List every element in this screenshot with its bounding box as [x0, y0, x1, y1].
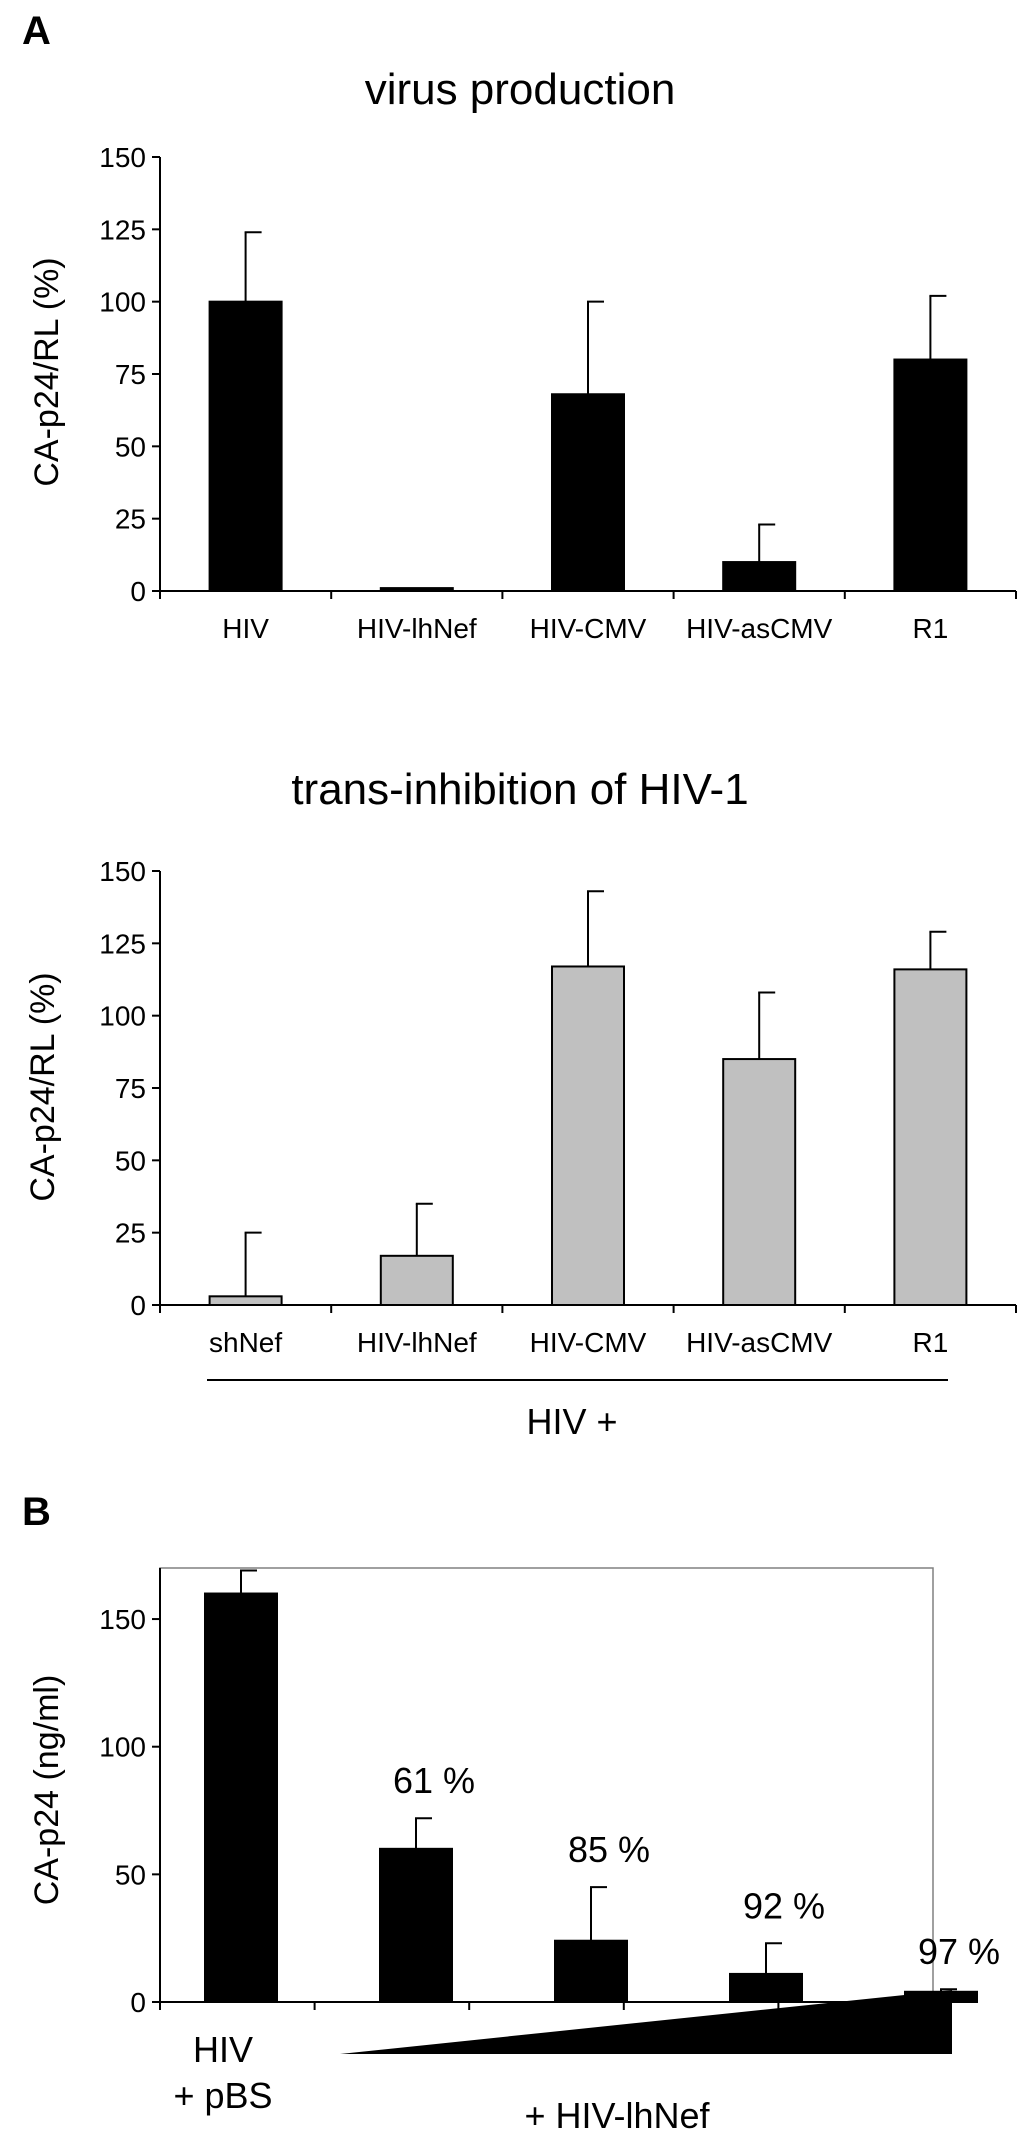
- chart3-annotation-4: 97 %: [918, 1931, 1000, 1972]
- chart1-y-tick-label-1: 25: [115, 504, 146, 535]
- chart1-y-tick-label-5: 125: [99, 214, 146, 245]
- chart3-titration-wedge: [340, 1990, 952, 2054]
- chart1-bar-2: [551, 393, 625, 592]
- chart1-bar-3: [722, 561, 797, 592]
- chart1-category-label-0: HIV: [222, 613, 269, 644]
- chart3-bar-4: [904, 1990, 978, 2003]
- chart2-category-label-3: HIV-asCMV: [686, 1327, 833, 1358]
- chart2-bar-1: [379, 1254, 454, 1307]
- chart2-y-tick-label-4: 100: [99, 1001, 146, 1032]
- chart2-bar-3: [722, 1058, 797, 1306]
- chart1-bar-1: [379, 587, 454, 593]
- chart1-y-tick-label-0: 0: [130, 576, 146, 607]
- chart3-titration-label: + HIV-lhNef: [524, 2095, 710, 2133]
- chart3-y-tick-label-2: 100: [99, 1732, 146, 1763]
- chart2-category-label-2: HIV-CMV: [530, 1327, 647, 1358]
- chart2-y-tick-label-0: 0: [130, 1290, 146, 1321]
- chart2-title: trans-inhibition of HIV-1: [291, 765, 748, 814]
- chart2-bar-4: [893, 968, 968, 1307]
- panel-a-letter: A: [22, 9, 51, 53]
- chart1-y-tick-label-4: 100: [99, 287, 146, 318]
- chart-virus-production: virus production CA-p24/RL (%) 0 25 50 75 10…: [28, 65, 1017, 644]
- chart3-annotation-1: 61 %: [393, 1760, 475, 1801]
- chart3-bar-2: [554, 1939, 628, 2003]
- chart3-y-axis-title: CA-p24 (ng/ml): [28, 1675, 66, 1906]
- chart3-annotation-3: 92 %: [743, 1885, 825, 1926]
- chart1-bar-0: [208, 300, 283, 592]
- chart1-title: virus production: [365, 65, 676, 114]
- chart2-y-axis-title: CA-p24/RL (%): [24, 972, 62, 1201]
- chart2-category-label-4: R1: [913, 1327, 949, 1358]
- chart2-y-tick-label-2: 50: [115, 1145, 146, 1176]
- chart1-category-label-1: HIV-lhNef: [357, 613, 477, 644]
- chart3-bar-0: [204, 1592, 278, 2003]
- chart-ca-p24-titration: CA-p24 (ng/ml) HIV + pBS + HIV-lhNef 0 50…: [28, 1567, 1000, 2133]
- chart1-y-tick-label-2: 50: [115, 431, 146, 462]
- chart2-category-label-1: HIV-lhNef: [357, 1327, 477, 1358]
- chart2-bar-2: [551, 965, 625, 1306]
- chart3-y-tick-label-0: 0: [130, 1987, 146, 2018]
- panel-b-letter: B: [22, 1490, 51, 1534]
- chart3-control-label-line1: HIV: [193, 2029, 253, 2070]
- chart1-bar-4: [893, 358, 968, 592]
- chart-trans-inhibition: trans-inhibition of HIV-1 CA-p24/RL (%) …: [24, 765, 1017, 1442]
- chart2-bar-0: [208, 1295, 283, 1306]
- chart3-bar-3: [729, 1972, 803, 2003]
- chart1-category-label-4: R1: [913, 613, 949, 644]
- chart1-y-tick-label-6: 150: [99, 142, 146, 173]
- chart2-category-label-0: shNef: [209, 1327, 282, 1358]
- chart3-y-tick-label-1: 50: [115, 1859, 146, 1890]
- chart3-y-tick-label-3: 150: [99, 1604, 146, 1635]
- chart2-y-tick-label-1: 25: [115, 1218, 146, 1249]
- chart3-bar-1: [379, 1847, 453, 2003]
- chart1-category-label-3: HIV-asCMV: [686, 613, 833, 644]
- chart2-y-tick-label-5: 125: [99, 928, 146, 959]
- chart1-y-tick-label-3: 75: [115, 359, 146, 390]
- chart2-y-tick-label-6: 150: [99, 856, 146, 887]
- chart1-category-label-2: HIV-CMV: [530, 613, 647, 644]
- chart3-control-label-line2: + pBS: [173, 2075, 272, 2116]
- chart1-y-axis-title: CA-p24/RL (%): [28, 257, 66, 486]
- chart2-y-tick-label-3: 75: [115, 1073, 146, 1104]
- chart2-x-axis-title: HIV +: [526, 1401, 617, 1442]
- chart3-annotation-2: 85 %: [568, 1829, 650, 1870]
